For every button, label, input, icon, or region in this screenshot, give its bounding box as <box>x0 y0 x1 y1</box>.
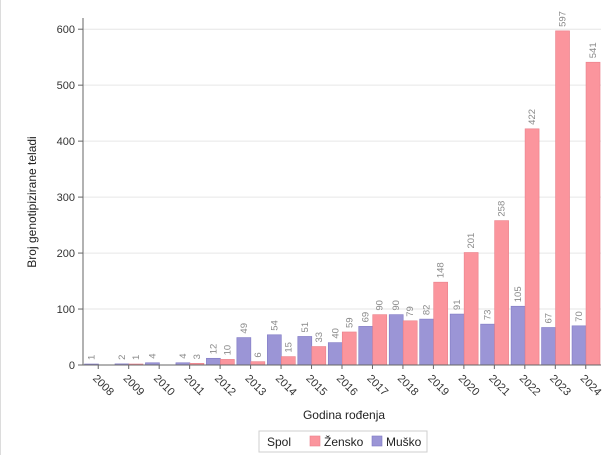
x-tick-label: 2013 <box>242 373 268 399</box>
legend: Spol Žensko Muško <box>258 430 428 453</box>
data-label: 422 <box>527 109 538 125</box>
y-axis-title: Broj genotipizirane teladi <box>25 136 39 267</box>
data-label: 67 <box>544 313 555 324</box>
data-label: 4 <box>178 353 189 358</box>
bar-musko <box>571 325 587 366</box>
y-tick-label: 500 <box>57 80 75 92</box>
data-label: 73 <box>483 310 494 321</box>
y-tick-label: 300 <box>57 192 75 204</box>
bar-zensko <box>220 359 235 366</box>
data-label: 33 <box>314 332 325 343</box>
data-label: 148 <box>436 262 447 278</box>
data-label: 10 <box>222 345 233 356</box>
data-label: 51 <box>300 322 311 333</box>
y-tick-label: 600 <box>57 24 75 36</box>
y-axis: 0 100 200 300 400 500 600 <box>57 18 84 372</box>
x-tick-label: 2010 <box>151 373 177 399</box>
data-label: 541 <box>588 42 599 58</box>
bar-zensko <box>524 128 540 366</box>
x-tick-label: 2016 <box>334 373 360 399</box>
bar-zensko <box>281 356 296 366</box>
y-tick-label: 200 <box>57 248 75 260</box>
x-tick-label: 2008 <box>90 373 116 399</box>
x-axis-title: Godina rođenja <box>303 408 385 422</box>
bar-musko <box>510 305 526 366</box>
data-label: 12 <box>208 344 219 355</box>
bar-zensko <box>311 346 327 366</box>
bar-zensko <box>250 361 266 366</box>
x-tick-label: 2023 <box>547 373 573 399</box>
data-label: 4 <box>147 353 158 358</box>
bar-zensko <box>433 281 448 366</box>
x-tick-label: 2011 <box>182 373 207 398</box>
gridlines <box>83 28 601 310</box>
x-tick-label: 2021 <box>486 373 512 399</box>
data-label: 69 <box>361 312 372 323</box>
x-tick-label: 2022 <box>517 373 543 399</box>
bar-zensko <box>402 320 418 366</box>
data-label: 91 <box>452 299 463 310</box>
x-tick-label: 2019 <box>425 373 451 399</box>
x-tick-label: 2017 <box>364 373 390 399</box>
y-tick-label: 0 <box>69 360 75 372</box>
x-tick-label: 2012 <box>212 373 238 399</box>
data-label: 70 <box>574 311 585 322</box>
legend-swatch-zensko <box>309 435 321 447</box>
bar-musko <box>297 336 313 366</box>
y-tick-label: 100 <box>57 304 75 316</box>
bar-musko <box>449 313 465 366</box>
bar-zensko <box>463 252 479 366</box>
data-label: 597 <box>558 11 569 27</box>
bar-zensko <box>555 30 570 366</box>
bar-musko <box>327 342 343 366</box>
bars <box>84 30 601 366</box>
bar-musko <box>236 337 252 366</box>
data-label: 40 <box>330 328 341 339</box>
x-tick-label: 2009 <box>121 373 147 399</box>
data-label: 90 <box>391 300 402 311</box>
bar-musko <box>541 327 556 366</box>
bar-musko <box>388 314 404 366</box>
data-label: 1 <box>87 355 98 360</box>
x-tick-label: 2024 <box>578 373 604 399</box>
data-label: 2 <box>117 355 128 360</box>
data-label: 90 <box>375 300 386 311</box>
bar-zensko <box>372 314 388 366</box>
legend-swatch-musko <box>371 435 383 447</box>
data-label: 59 <box>344 317 355 328</box>
data-label: 54 <box>269 320 280 331</box>
data-label: 15 <box>283 342 294 353</box>
data-label: 258 <box>497 201 508 217</box>
data-label: 6 <box>253 352 264 357</box>
y-tick-label: 400 <box>57 136 75 148</box>
bar-musko <box>267 334 282 366</box>
bar-zensko <box>341 331 357 366</box>
x-tick-label: 2020 <box>456 373 482 399</box>
legend-box <box>258 430 428 453</box>
data-label: 79 <box>405 306 416 317</box>
x-tick-label: 2014 <box>273 373 299 399</box>
data-label: 3 <box>192 354 203 359</box>
bar-zensko <box>494 220 509 366</box>
bar-musko <box>358 326 374 366</box>
x-axis: 2008 2009 2010 2011 2012 2013 2014 2015 2016 2017… <box>83 364 604 399</box>
data-label: 49 <box>239 323 250 334</box>
data-label: 201 <box>466 233 477 249</box>
x-tick-label: 2015 <box>303 373 329 399</box>
data-label: 105 <box>513 286 524 302</box>
bar-zensko <box>585 61 601 366</box>
legend-label-musko: Muško <box>386 435 422 449</box>
legend-title: Spol <box>267 435 291 449</box>
bar-musko <box>206 357 221 366</box>
bar-musko <box>419 318 434 366</box>
x-tick-label: 2018 <box>395 373 421 399</box>
data-label: 82 <box>422 305 433 316</box>
legend-label-zensko: Žensko <box>324 434 364 449</box>
data-label: 1 <box>131 355 142 360</box>
bar-musko <box>480 323 495 366</box>
